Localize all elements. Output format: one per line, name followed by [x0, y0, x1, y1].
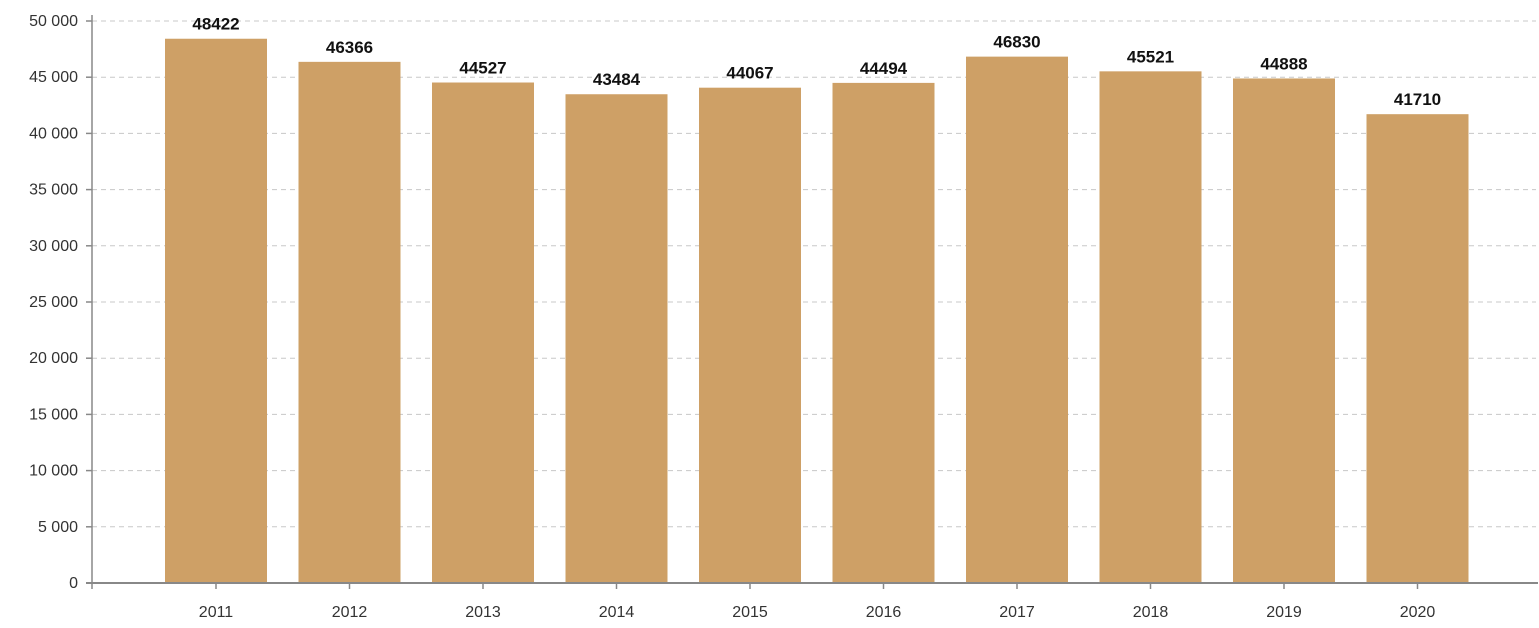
x-tick-label: 2019	[1266, 604, 1302, 621]
data-label: 44067	[726, 64, 773, 83]
bar-2015	[699, 87, 801, 583]
bar-2018	[1099, 71, 1202, 583]
x-tick-label: 2017	[999, 604, 1035, 621]
data-label: 41710	[1394, 90, 1441, 109]
labels: 0 5 000 10 000 15 000 20 000 25 000 30 000 35 0…	[29, 13, 1441, 621]
y-tick-label: 30 000	[29, 238, 78, 255]
data-label: 44527	[459, 59, 506, 78]
x-tick-label: 2011	[199, 604, 234, 621]
gridlines	[92, 20, 1536, 528]
data-label: 46366	[326, 38, 373, 57]
x-tick-label: 2018	[1133, 604, 1169, 621]
y-tick-label: 5 000	[38, 519, 78, 536]
y-tick-label: 20 000	[29, 350, 78, 367]
data-label: 44494	[860, 59, 908, 78]
bars	[165, 38, 1469, 584]
y-tick-label: 35 000	[29, 182, 78, 199]
data-label: 44888	[1260, 54, 1307, 73]
x-tick-label: 2014	[599, 604, 635, 621]
y-tick-label: 15 000	[29, 406, 78, 423]
bar-2012	[298, 61, 401, 583]
bar-2016	[832, 82, 935, 583]
y-tick-label: 40 000	[29, 125, 78, 142]
data-label: 46830	[993, 33, 1040, 52]
y-tick-label: 25 000	[29, 294, 78, 311]
axes	[86, 15, 1538, 589]
y-tick-label: 50 000	[29, 13, 78, 30]
x-tick-label: 2015	[732, 604, 768, 621]
bar-2013	[432, 82, 534, 584]
data-label: 43484	[593, 70, 641, 89]
bar-2011	[165, 38, 267, 584]
bar-2014	[565, 94, 668, 583]
x-tick-label: 2013	[465, 604, 501, 621]
y-tick-label: 10 000	[29, 463, 78, 480]
bar-2019	[1233, 78, 1335, 584]
data-label: 45521	[1127, 47, 1174, 66]
x-tick-label: 2016	[866, 604, 902, 621]
bar-2017	[966, 56, 1068, 583]
data-label: 48422	[192, 15, 239, 34]
x-tick-label: 2012	[332, 604, 368, 621]
y-tick-label: 45 000	[29, 69, 78, 86]
bar-2020	[1366, 114, 1469, 584]
y-tick-label: 0	[69, 575, 78, 592]
x-tick-label: 2020	[1400, 604, 1436, 621]
